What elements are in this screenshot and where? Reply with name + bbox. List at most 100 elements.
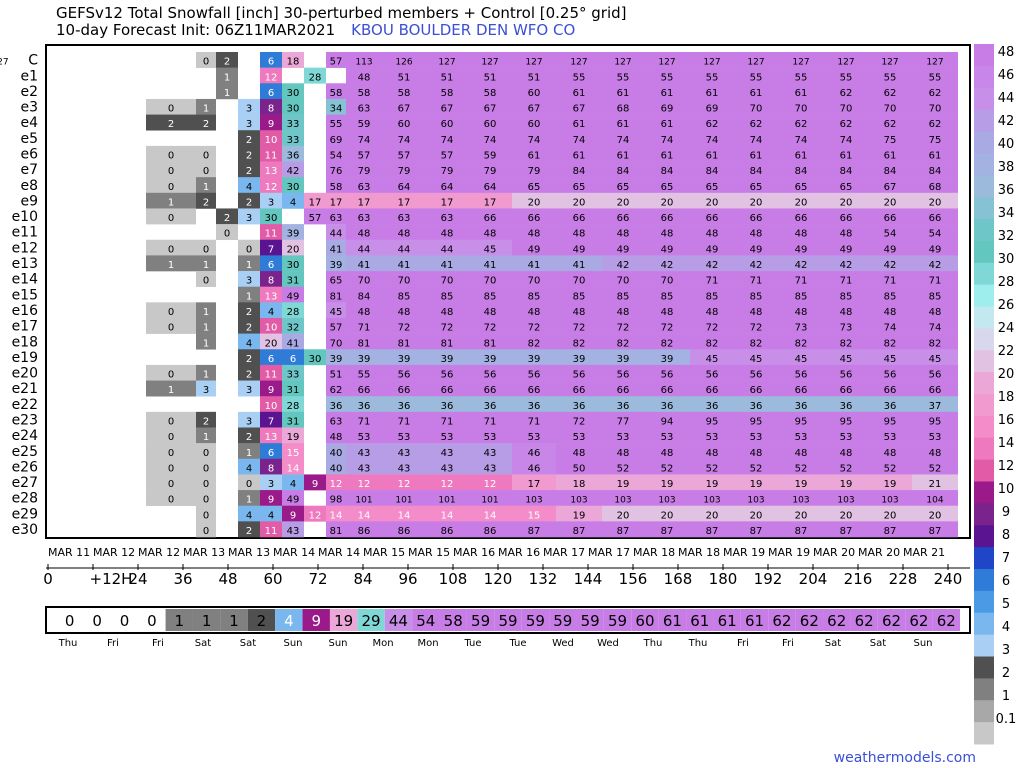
grid-border [45,44,971,539]
heat-cell [868,317,912,334]
mean-value: 59 [526,612,545,630]
heat-cell [512,505,556,522]
cell-value: 53 [884,432,897,443]
heat-cell [868,192,912,209]
mean-cell [329,609,358,631]
heat-cell [512,443,556,460]
member-label: e26 [12,459,39,475]
cell-value: 45 [884,354,897,365]
heat-cell [512,130,556,147]
cell-value: 56 [840,370,853,381]
heat-cell [426,255,468,272]
cell-value: 64 [441,182,454,193]
heat-cell [382,458,426,475]
heat-cell [260,286,282,303]
heat-cell [824,271,868,287]
heat-cell [260,364,282,381]
heat-cell [556,255,602,272]
heat-cell [238,145,260,162]
cell-value: 20 [287,244,300,255]
cell-value: 58 [330,88,343,99]
heat-cell [690,286,734,303]
hour-tick-label: 72 [308,570,327,588]
heat-cell [468,443,512,460]
heat-cell [602,505,644,522]
heat-cell [238,505,260,522]
heat-cell [734,83,778,100]
cell-value: 1 [203,323,209,334]
heat-cell [512,177,556,194]
mean-value: 2 [257,612,267,630]
cell-value: 0 [203,526,209,537]
heat-cell [778,380,824,397]
cell-value: 0 [203,463,209,474]
cell-value: 19 [287,432,300,443]
mean-cell [357,609,385,631]
heat-cell [326,98,346,115]
heat-cell [304,192,326,209]
cell-value: 67 [398,104,411,115]
cell-value: 63 [330,416,343,427]
cell-value: 79 [398,166,411,177]
cell-value: 61 [573,88,586,99]
member-label: e28 [12,491,38,507]
cell-value: 66 [884,385,897,396]
heat-cell [146,98,196,115]
hour-tick-label: 120 [484,570,513,588]
cell-value: 33 [287,119,300,130]
cell-value: 66 [398,385,411,396]
heat-cell [196,458,216,475]
heat-cell [690,192,734,209]
member-label: e20 [12,366,38,382]
heat-cell [824,474,868,491]
heat-cell [146,177,196,194]
cell-value: 98 [330,495,343,506]
heat-cell [912,302,958,319]
cell-value: 56 [795,370,808,381]
cell-value: 64 [484,182,497,193]
heat-cell [196,521,216,538]
heat-cell [238,411,260,428]
cell-value: 33 [287,370,300,381]
heat-cell [346,224,382,241]
heat-cell [556,396,602,413]
cell-value: 53 [573,432,586,443]
heat-cell [824,192,868,209]
cell-value: 70 [330,338,343,349]
cell-value: 74 [750,135,763,146]
heat-cell [644,145,690,162]
heat-cell [346,208,382,225]
heat-cell [512,286,556,303]
date-tick-label: MAR 20 [813,546,855,559]
member-label: e21 [12,381,38,397]
cell-value: 127 [881,58,898,68]
cell-value: 72 [484,323,497,334]
heat-cell [690,458,734,475]
cell-value: 17 [441,197,454,208]
cell-value: 126 [395,58,412,68]
colorbar-swatch [974,350,994,373]
cell-value: 66 [706,213,719,224]
heat-cell [468,255,512,272]
heat-cell [468,317,512,334]
colorbar-label: 14 [998,436,1015,451]
cell-value: 87 [929,526,942,537]
cell-value: 36 [661,401,674,412]
heat-cell [778,98,824,115]
cell-value: 0 [168,463,174,474]
cell-value: 56 [617,370,630,381]
colorbar-swatch [974,87,994,111]
cell-value: 61 [840,151,853,162]
cell-value: 58 [358,88,371,99]
website-credit[interactable]: weathermodels.com [833,750,976,766]
cell-value: 30 [287,88,300,99]
cell-value: 41 [358,260,371,271]
heat-cell [282,474,304,491]
cell-value: 63 [330,213,343,224]
cell-value: 17 [330,197,343,208]
cell-value: 20 [795,197,808,208]
heat-cell [734,67,778,84]
cell-value: 41 [484,260,497,271]
cell-value: 75 [929,135,942,146]
cell-value: 12 [358,479,371,490]
